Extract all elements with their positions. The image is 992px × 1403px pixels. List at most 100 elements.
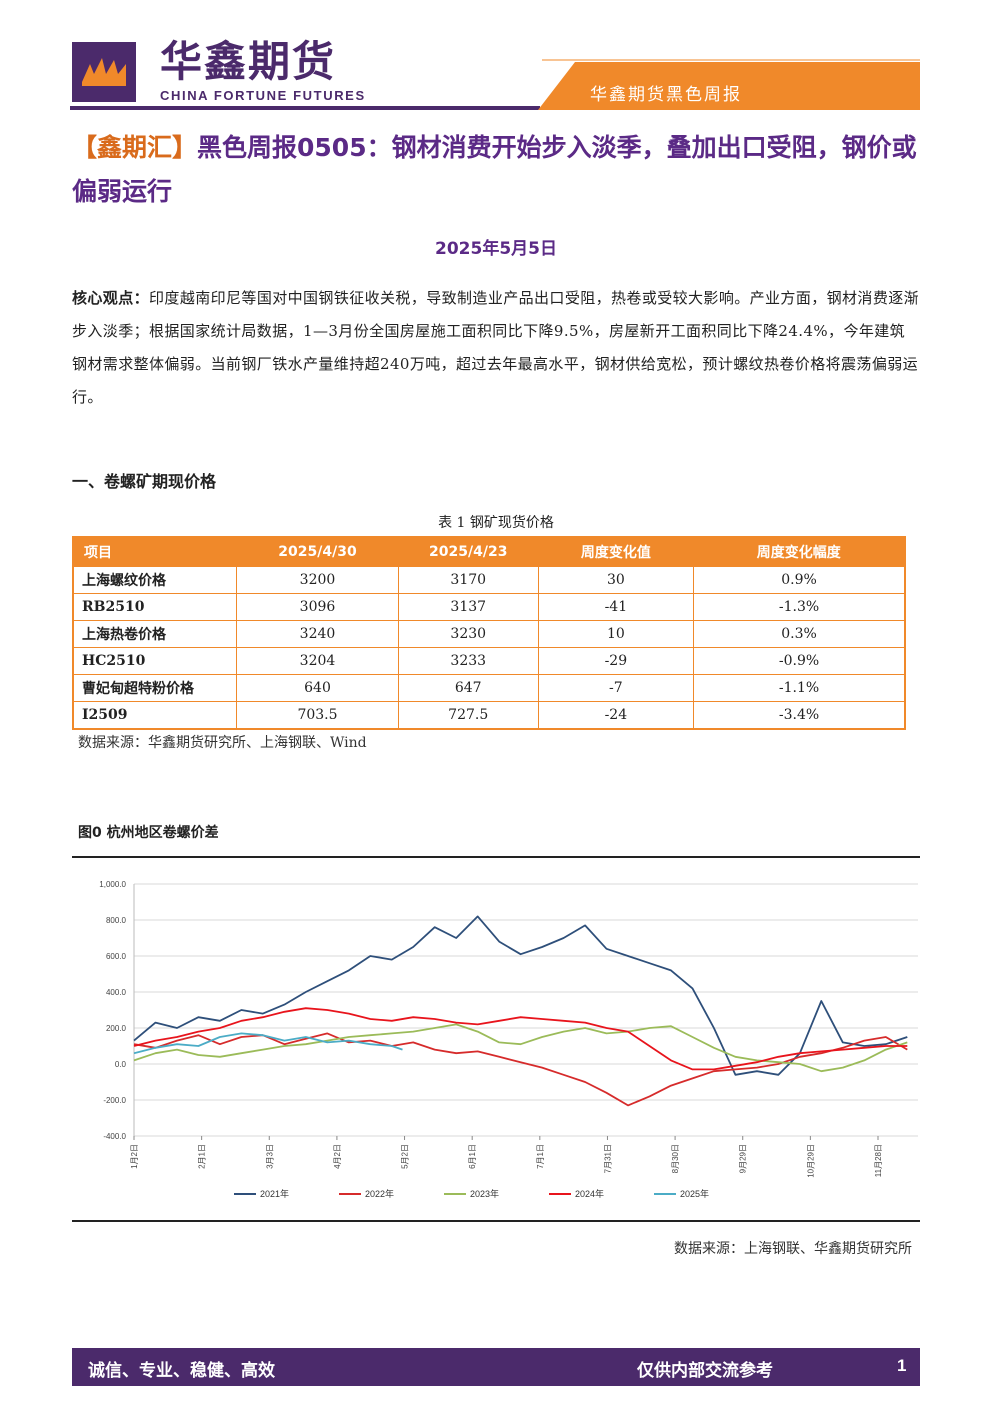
table-row: 上海热卷价格 3240 3230 10 0.3% <box>72 620 906 648</box>
table-cell: -3.4% <box>693 701 906 730</box>
x-tick-label: 11月28日 <box>874 1144 883 1177</box>
page-number: 1 <box>897 1356 907 1375</box>
table-row: HC2510 3204 3233 -29 -0.9% <box>72 647 906 675</box>
x-tick-label: 7月1日 <box>536 1144 545 1169</box>
table-cell: -0.9% <box>693 647 906 675</box>
table-cell: 0.3% <box>693 620 906 648</box>
legend-label: 2024年 <box>575 1188 604 1199</box>
table-cell: -1.1% <box>693 674 906 702</box>
table-cell: 3240 <box>236 620 399 648</box>
report-title: 【鑫期汇】黑色周报0505：钢材消费开始步入淡季，叠加出口受阻，钢价或偏弱运行 <box>72 126 922 214</box>
logo-mark-icon <box>72 42 136 102</box>
footer-notice: 仅供内部交流参考 <box>637 1361 773 1381</box>
section-heading: 一、卷螺矿期现价格 <box>72 472 217 491</box>
x-tick-label: 2月1日 <box>198 1144 207 1169</box>
table-cell: 727.5 <box>397 701 539 730</box>
x-tick-label: 5月2日 <box>401 1144 410 1169</box>
figure-top-rule <box>72 856 920 858</box>
core-view-text: 印度越南印尼等国对中国钢铁征收关税，导致制造业产品出口受阻，热卷或受较大影响。产… <box>72 289 920 406</box>
title-text: 黑色周报0505：钢材消费开始步入淡季，叠加出口受阻，钢价或偏弱运行 <box>72 133 917 206</box>
header-banner <box>70 59 920 110</box>
table-cell: 3137 <box>397 593 539 621</box>
x-tick-label: 9月29日 <box>739 1144 748 1173</box>
table-cell: 0.9% <box>693 566 906 594</box>
brand-name: 华鑫期货 <box>160 37 337 86</box>
table-cell: 10 <box>537 620 695 648</box>
table-cell: 647 <box>397 674 539 702</box>
page-footer: 诚信、专业、稳健、高效 仅供内部交流参考 1 <box>72 1348 920 1386</box>
x-tick-label: 7月31日 <box>603 1144 612 1173</box>
legend-label: 2022年 <box>365 1188 394 1199</box>
legend-label: 2025年 <box>680 1188 709 1199</box>
table-source: 数据来源：华鑫期货研究所、上海钢联、Wind <box>78 735 367 751</box>
price-table: 项目 2025/4/30 2025/4/23 周度变化值 周度变化幅度 上海螺纹… <box>72 536 906 730</box>
table-header-row: 项目 2025/4/30 2025/4/23 周度变化值 周度变化幅度 <box>73 537 905 567</box>
table-cell: 3170 <box>397 566 539 594</box>
table-cell: RB2510 <box>72 593 238 621</box>
table-cell: -7 <box>537 674 695 702</box>
y-tick-label: -400.0 <box>103 1132 126 1141</box>
x-tick-label: 1月2日 <box>130 1144 139 1169</box>
table-header-cell: 2025/4/30 <box>236 537 399 567</box>
report-date: 2025年5月5日 <box>435 239 557 259</box>
table-row: I2509 703.5 727.5 -24 -3.4% <box>72 701 906 730</box>
footer-slogan: 诚信、专业、稳健、高效 <box>88 1361 275 1381</box>
table-cell: 上海螺纹价格 <box>72 566 238 594</box>
y-tick-label: 400.0 <box>106 988 127 997</box>
series-line <box>133 915 908 1076</box>
table-cell: 3230 <box>397 620 539 648</box>
table-cell: I2509 <box>72 701 238 730</box>
table-cell: 3096 <box>236 593 399 621</box>
table-header-cell: 2025/4/23 <box>398 537 539 567</box>
company-logo <box>72 42 136 102</box>
chart-grid <box>133 883 918 1137</box>
table-header-cell: 项目 <box>73 537 237 567</box>
chart-legend: 2021年 2022年 2023年 2024年 2025年 <box>234 1188 709 1199</box>
table-cell: -41 <box>537 593 695 621</box>
table-cell: -24 <box>537 701 695 730</box>
y-tick-label: 600.0 <box>106 952 127 961</box>
brand-english-name: CHINA FORTUNE FUTURES <box>160 88 366 103</box>
figure-source: 数据来源：上海钢联、华鑫期货研究所 <box>674 1241 912 1257</box>
table-cell: 上海热卷价格 <box>72 620 238 648</box>
figure-bottom-rule <box>72 1220 920 1222</box>
x-tick-label: 6月1日 <box>468 1144 477 1169</box>
table-caption: 表 1 钢矿现货价格 <box>438 515 554 531</box>
chart-series <box>133 915 908 1107</box>
y-axis-ticks: 1,000.0 800.0 600.0 400.0 200.0 0.0 -200.0 -400… <box>99 880 126 1141</box>
table-cell: 3200 <box>236 566 399 594</box>
legend-label: 2021年 <box>260 1188 289 1199</box>
x-tick-label: 10月29日 <box>806 1144 815 1178</box>
series-line <box>133 1023 908 1073</box>
spread-line-chart: 1,000.0 800.0 600.0 400.0 200.0 0.0 -200.0 -400… <box>99 880 918 1199</box>
header-tag: 华鑫期货黑色周报 <box>590 85 742 105</box>
core-view-label: 核心观点： <box>72 289 150 307</box>
core-view-paragraph: 核心观点：印度越南印尼等国对中国钢铁征收关税，导致制造业产品出口受阻，热卷或受较… <box>72 282 920 414</box>
table-row: 上海螺纹价格 3200 3170 30 0.9% <box>72 566 906 594</box>
table-header-cell: 周度变化幅度 <box>693 537 905 567</box>
table-cell: 703.5 <box>236 701 399 730</box>
series-line <box>133 1007 908 1071</box>
table-cell: -1.3% <box>693 593 906 621</box>
y-tick-label: -200.0 <box>103 1096 126 1105</box>
table-cell: 曹妃甸超特粉价格 <box>72 674 238 702</box>
table-header-cell: 周度变化值 <box>538 537 694 567</box>
table-cell: 3204 <box>236 647 399 675</box>
x-tick-label: 4月2日 <box>333 1144 342 1169</box>
table-cell: 3233 <box>397 647 539 675</box>
table-cell: HC2510 <box>72 647 238 675</box>
x-tick-label: 8月30日 <box>671 1144 680 1173</box>
table-row: RB2510 3096 3137 -41 -1.3% <box>72 593 906 621</box>
y-tick-label: 200.0 <box>106 1024 127 1033</box>
table-cell: 30 <box>537 566 695 594</box>
table-cell: 640 <box>236 674 399 702</box>
table-row: 曹妃甸超特粉价格 640 647 -7 -1.1% <box>72 674 906 702</box>
series-line <box>133 1032 403 1055</box>
y-tick-label: 0.0 <box>115 1060 127 1069</box>
x-tick-label: 3月3日 <box>265 1144 274 1169</box>
figure-title: 图0 杭州地区卷螺价差 <box>78 825 219 841</box>
y-tick-label: 1,000.0 <box>99 880 126 889</box>
y-tick-label: 800.0 <box>106 916 127 925</box>
x-axis-ticks: 1月2日 2月1日 3月3日 4月2日 5月2日 6月1日 7月1日 7月31日 8月30日 9月… <box>130 1136 883 1178</box>
legend-label: 2023年 <box>470 1188 499 1199</box>
